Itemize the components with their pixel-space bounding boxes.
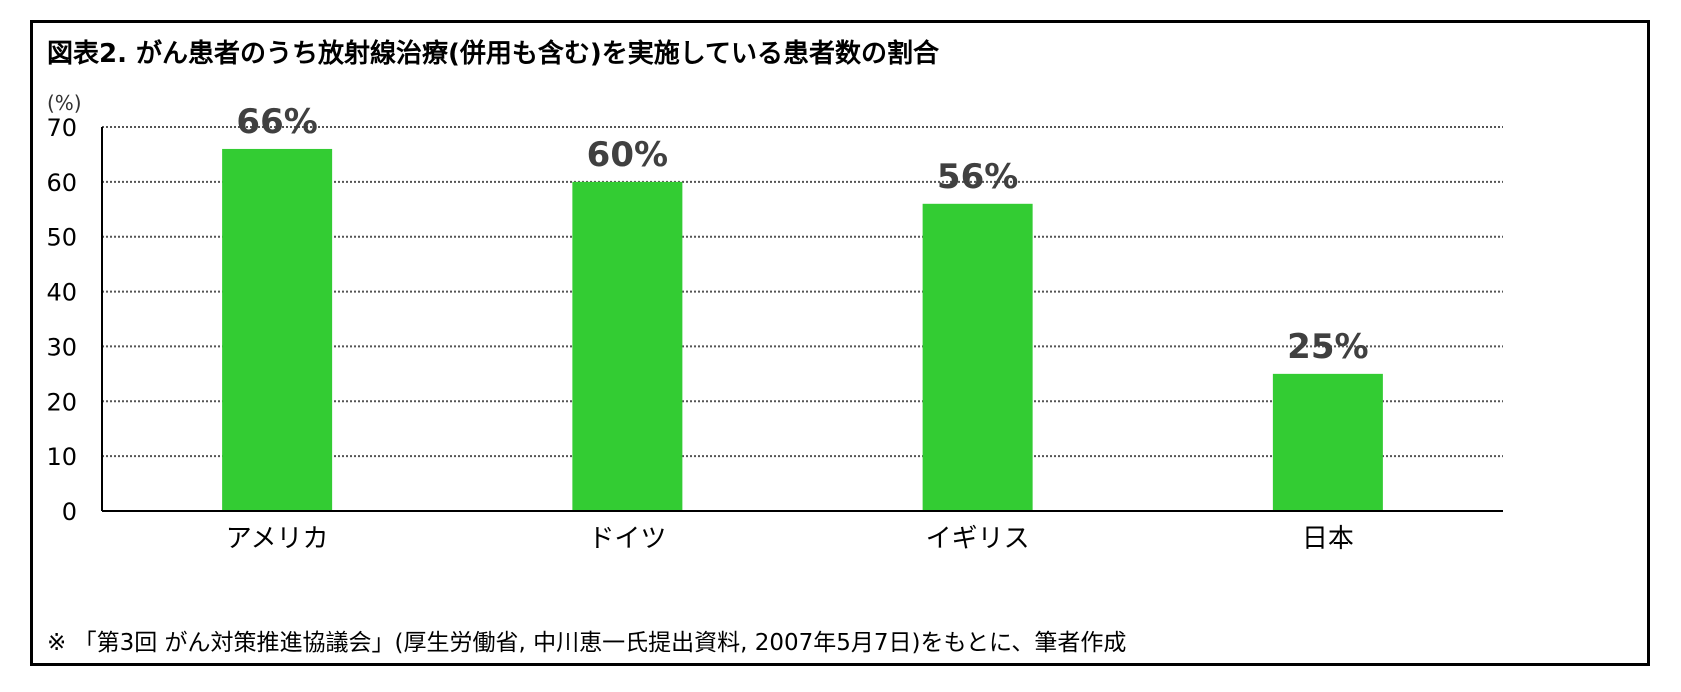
y-tick-label: 70: [46, 114, 77, 142]
axes: [101, 127, 1503, 512]
bar: [1272, 373, 1383, 511]
x-tick-label: ドイツ: [588, 524, 666, 554]
y-axis-unit-label: (%): [47, 91, 82, 115]
bar: [922, 203, 1033, 512]
bars: [222, 148, 1383, 512]
x-tick-label: 日本: [1302, 524, 1354, 554]
data-label: 25%: [1287, 327, 1368, 367]
y-tick-label: 60: [46, 169, 77, 197]
bar: [222, 148, 333, 511]
y-tick-label: 20: [46, 388, 77, 416]
x-tick-label: イギリス: [926, 524, 1030, 554]
y-tick-label: 30: [46, 333, 77, 361]
y-tick-label: 10: [46, 443, 77, 471]
y-tick-label: 40: [46, 279, 77, 307]
chart-title: 図表2. がん患者のうち放射線治療(併用も含む)を実施している患者数の割合: [47, 39, 940, 69]
data-label: 60%: [587, 135, 668, 175]
bar-chart: 0 10 20 30 40 50 60 70 66% アメリカ 60% ドイツ 56% イギリス 25% 日本: [46, 102, 1503, 554]
data-label: 66%: [236, 102, 317, 142]
data-label: 56%: [937, 157, 1018, 197]
bar: [572, 181, 683, 511]
x-tick-label: アメリカ: [226, 524, 329, 554]
gridlines: [102, 126, 1503, 458]
labels: 0 10 20 30 40 50 60 70 66% アメリカ 60% ドイツ 56% イギリス 25% 日本: [46, 102, 1368, 554]
source-note: ※ 「第3回 がん対策推進協議会」(厚生労働省, 中川恵一氏提出資料, 2007…: [47, 630, 1127, 656]
chart-frame: 図表2. がん患者のうち放射線治療(併用も含む)を実施している患者数の割合 (%…: [30, 20, 1650, 666]
y-tick-label: 0: [62, 498, 77, 526]
y-tick-label: 50: [46, 224, 77, 252]
